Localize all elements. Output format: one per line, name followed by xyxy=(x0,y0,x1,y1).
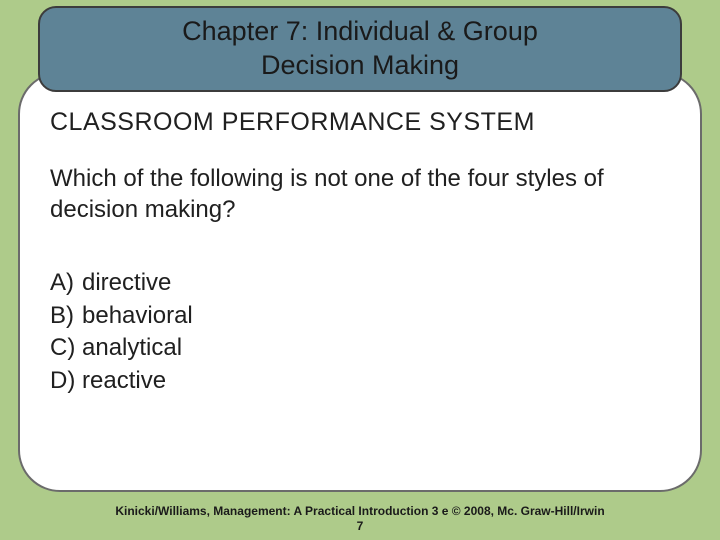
question-text: Which of the following is not one of the… xyxy=(50,163,670,225)
title-banner: Chapter 7: Individual & GroupDecision Ma… xyxy=(38,6,682,92)
section-label: CLASSROOM PERFORMANCE SYSTEM xyxy=(50,108,670,137)
option-text: behavioral xyxy=(82,300,193,332)
option-text: directive xyxy=(82,267,171,299)
option-a: A) directive xyxy=(50,267,670,299)
option-c: C) analytical xyxy=(50,332,670,364)
option-d: D) reactive xyxy=(50,365,670,397)
option-text: analytical xyxy=(82,332,182,364)
content-card: CLASSROOM PERFORMANCE SYSTEM Which of th… xyxy=(18,72,702,492)
chapter-title: Chapter 7: Individual & GroupDecision Ma… xyxy=(182,15,538,83)
footer-page-number: 7 xyxy=(0,519,720,534)
option-letter: A) xyxy=(50,267,82,299)
option-letter: D) xyxy=(50,365,82,397)
option-letter: B) xyxy=(50,300,82,332)
footer: Kinicki/Williams, Management: A Practica… xyxy=(0,504,720,534)
footer-citation: Kinicki/Williams, Management: A Practica… xyxy=(115,504,604,518)
option-b: B) behavioral xyxy=(50,300,670,332)
option-letter: C) xyxy=(50,332,82,364)
options-list: A) directive B) behavioral C) analytical… xyxy=(50,267,670,397)
option-text: reactive xyxy=(82,365,166,397)
